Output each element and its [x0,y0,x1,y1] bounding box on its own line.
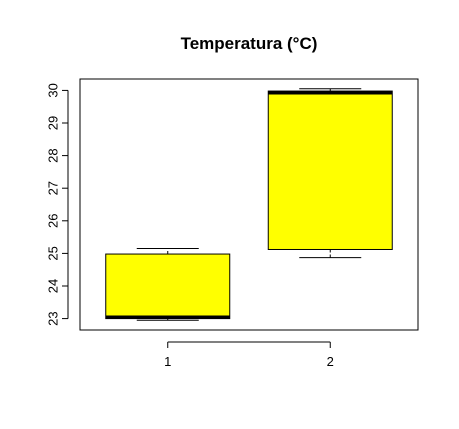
y-tick-label: 24 [45,279,60,293]
box-1 [105,248,231,321]
plot-frame [79,78,419,331]
y-tick-label: 29 [45,116,60,130]
box-2 [267,88,393,259]
box-body [267,90,393,250]
x-tick-label: 1 [164,354,171,369]
boxes [105,88,393,321]
chart-title: Temperatura (°C) [181,34,318,53]
box-body [105,253,231,320]
y-tick-label: 25 [45,246,60,260]
y-tick-label: 23 [45,311,60,325]
y-tick-label: 30 [45,83,60,97]
x-tick-label: 2 [327,354,334,369]
y-tick-label: 28 [45,148,60,162]
y-tick-label: 27 [45,181,60,195]
y-axis: 23 24 25 26 27 28 29 30 [45,83,69,326]
y-tick-label: 26 [45,214,60,228]
